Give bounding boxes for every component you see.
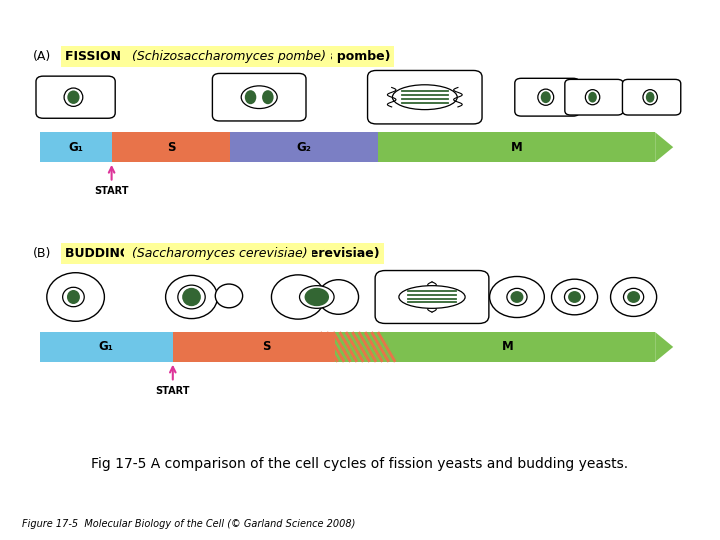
Ellipse shape [178, 285, 205, 309]
Ellipse shape [568, 291, 581, 303]
Ellipse shape [541, 91, 551, 103]
Ellipse shape [47, 273, 104, 321]
Ellipse shape [490, 276, 544, 318]
Text: START: START [94, 186, 129, 197]
Bar [40, 332, 173, 362]
Text: G₁: G₁ [99, 340, 114, 354]
FancyBboxPatch shape [367, 71, 482, 124]
FancyBboxPatch shape [623, 79, 681, 115]
Bar [112, 132, 230, 162]
FancyBboxPatch shape [375, 271, 489, 323]
Ellipse shape [627, 291, 640, 303]
Text: (B): (B) [32, 247, 51, 260]
FancyBboxPatch shape [515, 78, 580, 116]
Bar [230, 132, 378, 162]
Text: Fig 17-5 A comparison of the cell cycles of fission yeasts and budding yeasts.: Fig 17-5 A comparison of the cell cycles… [91, 457, 629, 471]
Ellipse shape [182, 288, 201, 306]
Polygon shape [655, 332, 673, 362]
Text: Figure 17-5  Molecular Biology of the Cell (© Garland Science 2008): Figure 17-5 Molecular Biology of the Cel… [22, 519, 355, 529]
Ellipse shape [245, 90, 256, 104]
Bar [360, 332, 655, 362]
Bar [173, 332, 360, 362]
Polygon shape [655, 132, 673, 162]
Text: FISSION YEAST (Schizosaccharomyces pombe): FISSION YEAST (Schizosaccharomyces pombe… [65, 50, 390, 63]
Ellipse shape [611, 278, 657, 316]
Text: G₂: G₂ [297, 140, 312, 154]
Bar [378, 132, 655, 162]
Ellipse shape [564, 288, 585, 306]
Text: M: M [510, 140, 523, 154]
Ellipse shape [68, 91, 79, 104]
Ellipse shape [271, 275, 325, 319]
Bar [335, 332, 374, 362]
Text: START: START [156, 386, 190, 396]
Ellipse shape [646, 92, 654, 103]
Text: M: M [502, 340, 513, 354]
Ellipse shape [215, 284, 243, 308]
Ellipse shape [510, 291, 523, 303]
Ellipse shape [392, 85, 457, 110]
Ellipse shape [300, 286, 334, 308]
Ellipse shape [585, 90, 600, 105]
Ellipse shape [588, 92, 597, 103]
Ellipse shape [507, 288, 527, 306]
FancyBboxPatch shape [36, 76, 115, 118]
Ellipse shape [262, 90, 274, 104]
Text: S: S [262, 340, 271, 354]
Text: BUDDING YEAST (Saccharomyces cerevisiae): BUDDING YEAST (Saccharomyces cerevisiae) [65, 247, 379, 260]
Bar [40, 132, 112, 162]
Ellipse shape [305, 288, 329, 306]
Ellipse shape [166, 275, 217, 319]
Ellipse shape [538, 89, 554, 105]
Text: (Schizosaccharomyces pombe): (Schizosaccharomyces pombe) [128, 50, 326, 63]
Text: (Saccharomyces cerevisiae): (Saccharomyces cerevisiae) [128, 247, 308, 260]
Ellipse shape [552, 279, 598, 315]
FancyBboxPatch shape [212, 73, 306, 121]
Ellipse shape [64, 88, 83, 106]
Ellipse shape [67, 290, 80, 304]
Text: (A): (A) [32, 50, 50, 63]
Ellipse shape [643, 90, 657, 105]
Ellipse shape [241, 86, 277, 109]
FancyBboxPatch shape [565, 79, 623, 115]
Ellipse shape [63, 287, 84, 307]
Ellipse shape [318, 280, 359, 314]
Ellipse shape [399, 286, 465, 308]
Text: G₁: G₁ [68, 140, 83, 154]
Ellipse shape [624, 288, 644, 306]
Text: S: S [167, 140, 175, 154]
